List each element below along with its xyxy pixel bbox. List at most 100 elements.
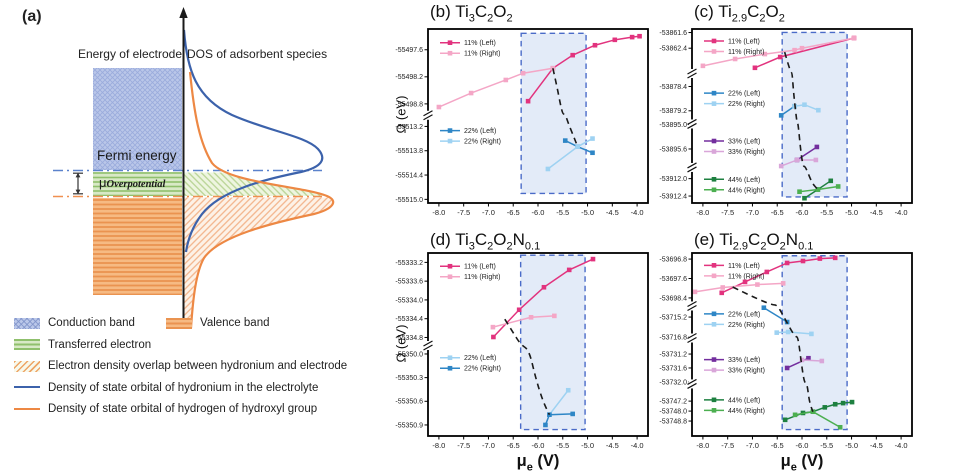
y-tick-label: -55350.3 bbox=[395, 375, 423, 382]
x-tick-label: -5.5 bbox=[820, 441, 833, 450]
data-point bbox=[503, 77, 509, 83]
data-point bbox=[828, 178, 834, 184]
data-point bbox=[491, 334, 496, 340]
data-point bbox=[637, 33, 642, 39]
legend-item-valence-band: Valence band bbox=[166, 317, 269, 329]
y-tick-label: -53697.6 bbox=[659, 276, 687, 283]
y-tick-label: -53698.4 bbox=[659, 295, 687, 302]
data-point bbox=[832, 401, 838, 407]
data-point bbox=[784, 260, 790, 266]
data-point bbox=[762, 51, 768, 57]
panel-a-label: (a) bbox=[22, 8, 42, 25]
x-tick-label: -7.5 bbox=[457, 441, 470, 450]
series-layer bbox=[692, 255, 855, 430]
y-tick-label: -53861.6 bbox=[659, 30, 687, 37]
plot-legend-group: 11% (Left) 11% (Right) bbox=[440, 40, 500, 58]
legend-label-33-right: 33% (Right) bbox=[728, 149, 765, 156]
valence-band-swatch-icon bbox=[166, 317, 192, 329]
x-tick-label: -4.0 bbox=[895, 441, 908, 450]
data-point bbox=[590, 150, 595, 156]
legend-label-11-left: 11% (Left) bbox=[464, 264, 496, 271]
conduction-band-region bbox=[93, 68, 182, 170]
series-44-right bbox=[797, 184, 841, 194]
panel-c: (c) Ti2.9C2O2 -53861.6 -53862.4 -53878.4 -53… bbox=[657, 0, 929, 232]
dos-axis-label: DOS of adsorbent species bbox=[187, 47, 328, 61]
x-tick-label: -4.0 bbox=[631, 441, 644, 450]
y-tick-label: -53731.6 bbox=[659, 365, 687, 372]
mu-symbol: μ bbox=[99, 175, 107, 190]
y-tick-label: -53878.4 bbox=[659, 84, 687, 91]
overlap-swatch-icon bbox=[14, 360, 40, 372]
series-33-right bbox=[778, 157, 819, 169]
data-point bbox=[719, 290, 725, 296]
data-point bbox=[562, 138, 568, 143]
x-tick-label: -6.5 bbox=[507, 441, 520, 450]
data-point bbox=[785, 329, 791, 335]
series-22-right bbox=[774, 329, 814, 337]
series-11-right bbox=[700, 35, 857, 69]
x-tick-label: -7.5 bbox=[721, 208, 734, 217]
data-point bbox=[797, 189, 802, 194]
series-11-right bbox=[692, 281, 786, 295]
data-point bbox=[592, 42, 598, 48]
x-tick-label: -7.5 bbox=[457, 208, 470, 217]
legend-row: Density of state orbital of hydronium in… bbox=[14, 382, 392, 394]
data-point bbox=[565, 387, 571, 393]
x-tick-label: -8.0 bbox=[696, 208, 709, 217]
plot-legend-group: 22% (Left) 22% (Right) bbox=[704, 91, 765, 108]
axis-break-icon bbox=[423, 340, 433, 351]
legend-row: Transferred electron bbox=[14, 339, 392, 351]
axis-break-icon bbox=[687, 378, 697, 389]
plot-legend-group: 22% (Left) 22% (Right) bbox=[440, 355, 501, 373]
overpotential-subscript: Overpotential bbox=[106, 179, 166, 190]
x-tick-label: -6.0 bbox=[532, 441, 545, 450]
x-tick-label: -4.5 bbox=[606, 208, 619, 217]
data-point bbox=[590, 256, 596, 262]
data-point bbox=[849, 399, 855, 405]
legend-label-33-left: 33% (Left) bbox=[728, 139, 760, 146]
axis-break-icon bbox=[687, 162, 697, 173]
x-tick-label: -6.0 bbox=[796, 441, 809, 450]
legend-row: Electron density overlap between hydroni… bbox=[14, 360, 392, 372]
panel-a: (a) Energy of electrode DOS of adsorbent… bbox=[0, 0, 395, 475]
y-tick-label: -53912.4 bbox=[659, 193, 687, 200]
legend-label-11-right: 11% (Right) bbox=[464, 51, 500, 58]
highlight-region bbox=[520, 32, 587, 195]
x-axis-label: μe (V) bbox=[516, 452, 560, 474]
y-tick-label: -55334.0 bbox=[395, 297, 423, 304]
y-axis-ticks: -55333.2 -55333.6 -55334.0 -55334.4 -55334.8… bbox=[395, 260, 428, 429]
plot-title-e: (e) Ti2.9C2O2N0.1 bbox=[694, 230, 814, 253]
legend-item-dos-hydroxyl: Density of state orbital of hydrogen of … bbox=[14, 403, 317, 415]
series-11-left bbox=[719, 255, 838, 296]
data-point bbox=[819, 358, 825, 364]
y-tick-label: -55333.6 bbox=[395, 279, 423, 286]
x-tick-label: -5.0 bbox=[845, 208, 858, 217]
y-tick-label: -53716.8 bbox=[659, 334, 687, 341]
x-tick-label: -7.5 bbox=[721, 441, 734, 450]
legend-label-44-right: 44% (Right) bbox=[728, 187, 765, 194]
x-tick-label: -7.0 bbox=[746, 208, 759, 217]
axis-break-icon bbox=[687, 118, 697, 129]
plot-legend-group: 11% (Left) 11% (Right) bbox=[704, 263, 764, 280]
panel-e: (e) Ti2.9C2O2N0.1 -53696.8 -53697.6 -53698.… bbox=[657, 228, 929, 475]
series-33-right bbox=[799, 357, 825, 364]
plot-legend-group: 22% (Left) 22% (Right) bbox=[440, 128, 501, 146]
data-point bbox=[782, 417, 788, 423]
data-point bbox=[570, 411, 575, 417]
plot-legend-group: 33% (Left) 33% (Right) bbox=[704, 139, 765, 156]
data-point bbox=[692, 289, 698, 295]
x-tick-label: -8.0 bbox=[696, 441, 709, 450]
y-tick-label: -55515.0 bbox=[395, 197, 423, 204]
data-point bbox=[814, 144, 820, 150]
data-point bbox=[552, 313, 557, 319]
legend-label-11-right: 11% (Right) bbox=[464, 274, 500, 281]
data-point bbox=[629, 34, 635, 40]
plot-legend-group: 44% (Left) 44% (Right) bbox=[704, 397, 765, 415]
highlight-region bbox=[519, 254, 586, 431]
legend-label-22-left: 22% (Left) bbox=[464, 355, 496, 362]
x-tick-label: -5.0 bbox=[581, 441, 594, 450]
y-tick-label: -55498.8 bbox=[395, 101, 423, 108]
data-point bbox=[550, 65, 556, 71]
data-point bbox=[822, 405, 828, 410]
